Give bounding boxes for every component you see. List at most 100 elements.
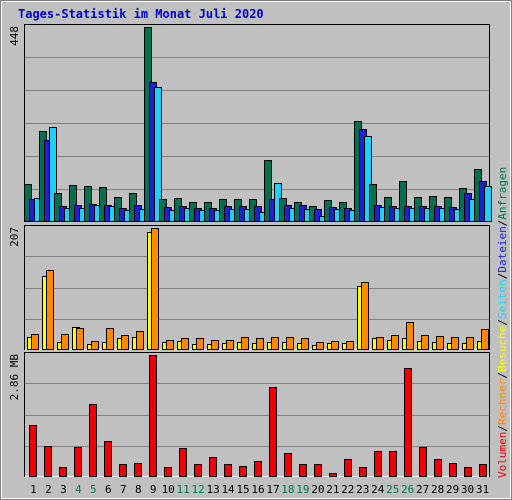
bar-rechner-day-9: [151, 228, 159, 350]
day-label: 26: [401, 483, 414, 496]
day-label: 13: [206, 483, 219, 496]
panel-top-max-label: 448: [8, 26, 21, 46]
bar-volumen-day-17: [269, 387, 277, 477]
day-label: 9: [150, 483, 157, 496]
bar-volumen-day-27: [419, 447, 427, 477]
day-label: 30: [461, 483, 474, 496]
bar-volumen-day-23: [359, 467, 367, 477]
day-label: 1: [30, 483, 37, 496]
bar-volumen-day-2: [44, 446, 52, 477]
day-label: 23: [356, 483, 369, 496]
bar-rechner-day-20: [316, 342, 324, 350]
bar-anfragen-day-24: [369, 184, 377, 222]
bar-rechner-day-23: [361, 282, 369, 350]
panel-middle: [24, 225, 490, 350]
chart-title: Tages-Statistik im Monat Juli 2020: [18, 7, 264, 21]
bar-rechner-day-13: [211, 340, 219, 350]
bar-rechner-day-22: [346, 341, 354, 350]
bar-rechner-day-14: [226, 340, 234, 350]
bar-volumen-day-24: [374, 451, 382, 477]
bar-rechner-day-27: [421, 335, 429, 350]
bar-volumen-day-26: [404, 368, 412, 477]
legend-volumen: Volumen: [496, 432, 509, 478]
bar-volumen-day-3: [59, 467, 67, 477]
bar-rechner-day-26: [406, 322, 414, 350]
bar-rechner-day-12: [196, 338, 204, 350]
bar-volumen-day-8: [134, 463, 142, 477]
panel-middle-max-label: 207: [8, 227, 21, 247]
bar-volumen-day-6: [104, 441, 112, 477]
legend: Volumen/Rechner/Besuche/Seiten/Dateien/A…: [496, 167, 509, 478]
day-label: 12: [192, 483, 205, 496]
bar-rechner-day-5: [91, 341, 99, 350]
bar-volumen-day-18: [284, 453, 292, 477]
bar-rechner-day-7: [121, 335, 129, 350]
day-label: 16: [251, 483, 264, 496]
day-label: 19: [296, 483, 309, 496]
bar-volumen-day-1: [29, 425, 37, 477]
bar-rechner-day-18: [286, 337, 294, 350]
legend-separator: /: [496, 319, 509, 326]
bar-rechner-day-16: [256, 338, 264, 350]
bar-seiten-day-9: [154, 87, 162, 222]
bar-volumen-day-19: [299, 464, 307, 477]
bar-volumen-day-11: [179, 448, 187, 477]
bar-anfragen-day-6: [99, 187, 107, 222]
bar-rechner-day-24: [376, 337, 384, 350]
bar-volumen-day-15: [239, 466, 247, 477]
bar-rechner-day-8: [136, 331, 144, 350]
bar-anfragen-day-4: [69, 185, 77, 222]
day-label: 25: [386, 483, 399, 496]
day-label: 18: [281, 483, 294, 496]
bar-volumen-day-22: [344, 459, 352, 477]
bar-seiten-day-23: [364, 136, 372, 222]
bar-rechner-day-4: [76, 328, 84, 350]
bar-rechner-day-31: [481, 329, 489, 350]
legend-anfragen: Anfragen: [496, 167, 509, 220]
bar-dateien-day-20: [314, 209, 322, 222]
bar-rechner-day-2: [46, 270, 54, 350]
day-label: 15: [236, 483, 249, 496]
bar-rechner-day-11: [181, 338, 189, 350]
bar-rechner-day-6: [106, 328, 114, 350]
day-label: 3: [60, 483, 67, 496]
bar-rechner-day-21: [331, 341, 339, 350]
bar-volumen-day-10: [164, 467, 172, 477]
bar-rechner-day-28: [436, 336, 444, 350]
bar-volumen-day-14: [224, 464, 232, 477]
bar-rechner-day-1: [31, 334, 39, 350]
day-label: 22: [341, 483, 354, 496]
day-label: 14: [221, 483, 235, 496]
day-label: 2: [45, 483, 52, 496]
bar-volumen-day-30: [464, 467, 472, 477]
bar-volumen-day-12: [194, 464, 202, 477]
bar-volumen-day-9: [149, 355, 157, 477]
bar-rechner-day-15: [241, 337, 249, 350]
legend-besuche: Besuche: [496, 326, 509, 372]
day-label: 24: [371, 483, 385, 496]
bar-volumen-day-31: [479, 464, 487, 477]
day-label: 28: [431, 483, 444, 496]
bar-anfragen-day-17: [264, 160, 272, 222]
bar-volumen-day-20: [314, 464, 322, 477]
bar-seiten-day-2: [49, 127, 57, 222]
day-label: 31: [476, 483, 489, 496]
bar-volumen-day-16: [254, 461, 262, 477]
bar-volumen-day-7: [119, 464, 127, 477]
bar-rechner-day-19: [301, 338, 309, 350]
legend-seiten: Seiten: [496, 279, 509, 319]
day-label: 4: [75, 483, 82, 496]
bar-volumen-day-13: [209, 457, 217, 477]
day-label: 29: [446, 483, 459, 496]
day-label: 5: [90, 483, 97, 496]
day-label: 17: [266, 483, 279, 496]
bar-rechner-day-3: [61, 334, 69, 350]
day-label: 6: [105, 483, 112, 496]
bar-rechner-day-25: [391, 335, 399, 350]
bar-seiten-day-31: [484, 186, 492, 222]
bar-anfragen-day-26: [399, 181, 407, 222]
legend-separator: /: [496, 220, 509, 227]
bar-rechner-day-30: [466, 337, 474, 350]
legend-separator: /: [496, 372, 509, 379]
